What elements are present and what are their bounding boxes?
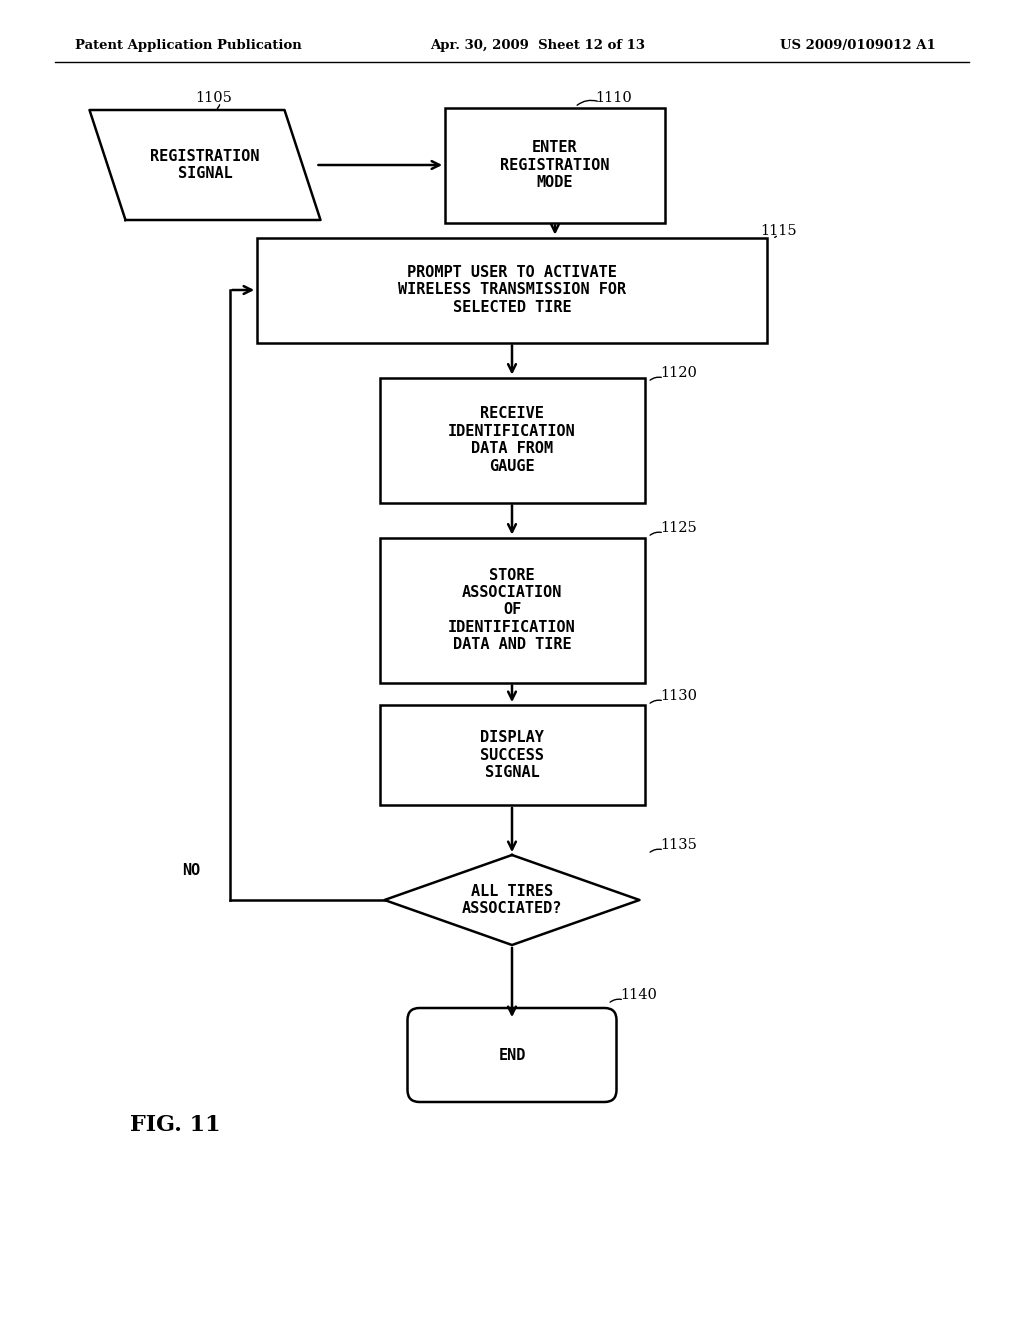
Text: STORE
ASSOCIATION
OF
IDENTIFICATION
DATA AND TIRE: STORE ASSOCIATION OF IDENTIFICATION DATA… [449,568,575,652]
Text: PROMPT USER TO ACTIVATE
WIRELESS TRANSMISSION FOR
SELECTED TIRE: PROMPT USER TO ACTIVATE WIRELESS TRANSMI… [398,265,626,315]
Bar [445,107,665,223]
Text: 1125: 1125 [660,521,696,535]
Bar [380,537,644,682]
Text: 1115: 1115 [760,224,797,238]
Text: NO: NO [182,863,201,878]
FancyBboxPatch shape [408,1008,616,1102]
Text: FIG. 11: FIG. 11 [130,1114,220,1137]
Bar [257,238,767,342]
Text: 1120: 1120 [660,366,697,380]
Text: Apr. 30, 2009  Sheet 12 of 13: Apr. 30, 2009 Sheet 12 of 13 [430,40,645,51]
Bar [380,705,644,805]
Text: 1140: 1140 [620,987,656,1002]
Text: RECEIVE
IDENTIFICATION
DATA FROM
GAUGE: RECEIVE IDENTIFICATION DATA FROM GAUGE [449,407,575,474]
Text: REGISTRATION
SIGNAL: REGISTRATION SIGNAL [151,149,260,181]
Polygon shape [89,110,321,220]
Text: 1130: 1130 [660,689,697,704]
Text: ENTER
REGISTRATION
MODE: ENTER REGISTRATION MODE [501,140,609,190]
Text: Patent Application Publication: Patent Application Publication [75,40,302,51]
Bar [380,378,644,503]
Polygon shape [384,855,640,945]
Text: ALL TIRES
ASSOCIATED?: ALL TIRES ASSOCIATED? [462,884,562,916]
Text: END: END [499,1048,525,1063]
Text: 1105: 1105 [195,91,231,106]
Text: 1110: 1110 [595,91,632,106]
Text: DISPLAY
SUCCESS
SIGNAL: DISPLAY SUCCESS SIGNAL [480,730,544,780]
Text: 1135: 1135 [660,838,697,851]
Text: US 2009/0109012 A1: US 2009/0109012 A1 [780,40,936,51]
